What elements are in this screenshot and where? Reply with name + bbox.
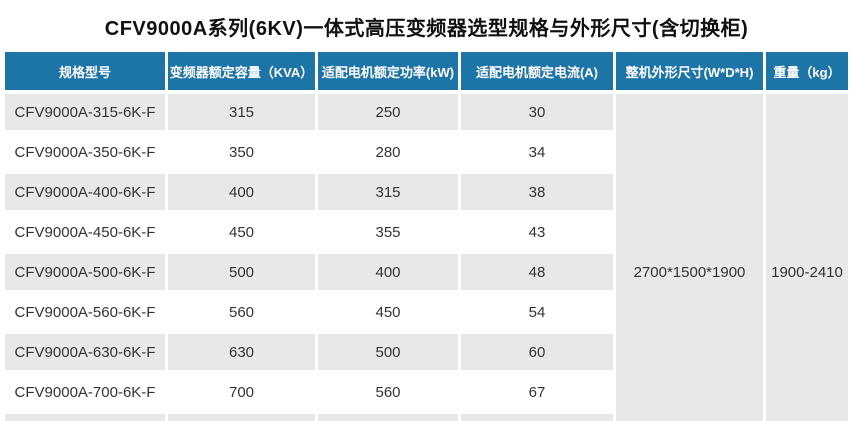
capacity-cell: 700 (228, 383, 255, 401)
capacity-cell: 450 (228, 223, 255, 241)
col-header-power: 适配电机额定功率(kW) (318, 52, 458, 90)
power-cell: 450 (375, 303, 401, 321)
model-cell: CFV9000A-350-6K-F (14, 143, 156, 161)
dimensions-cell: 2700*1500*1900 (616, 94, 763, 421)
current-cell: 34 (528, 143, 546, 161)
spec-table: 规格型号 变频器额定容量（KVA） 适配电机额定功率(kW) 适配电机额定电流(… (2, 48, 851, 421)
model-cell: CFV9000A-560-6K-F (14, 303, 156, 321)
model-cell: CFV9000A-400-6K-F (5, 174, 165, 210)
capacity-cell: 630 (168, 334, 315, 370)
weight-cell: 1900-2410 (766, 94, 848, 421)
page-title: CFV9000A系列(6KV)一体式高压变频器选型规格与外形尺寸(含切换柜) (104, 18, 749, 40)
current-cell: 38 (461, 174, 613, 210)
current-cell: 48 (461, 254, 613, 290)
table-row: CFV9000A-700-6K-F 700 560 67 (5, 374, 848, 410)
power-cell: 500 (318, 334, 458, 370)
capacity-cell: 560 (228, 303, 255, 321)
table-row: CFV9000A-350-6K-F 350 280 34 (5, 134, 848, 170)
current-cell: 43 (528, 223, 546, 241)
table-row: CFV9000A-315-6K-F 315 250 30 2700*1500*1… (5, 94, 848, 421)
cutoff-cell (461, 414, 613, 421)
power-cell: 560 (375, 383, 401, 401)
col-header-capacity: 变频器额定容量（KVA） (168, 52, 315, 90)
cutoff-cell (318, 414, 458, 421)
current-cell: 67 (528, 383, 546, 401)
power-cell: 400 (318, 254, 458, 290)
model-cell: CFV9000A-450-6K-F (14, 223, 156, 241)
table-row: CFV9000A-630-6K-F 630 500 60 (5, 334, 848, 370)
current-cell: 54 (528, 303, 546, 321)
current-cell: 60 (461, 334, 613, 370)
cutoff-cell (168, 414, 315, 421)
power-cell: 280 (375, 143, 401, 161)
table-row: CFV9000A-500-6K-F 500 400 48 (5, 254, 848, 290)
model-cell: CFV9000A-500-6K-F (5, 254, 165, 290)
col-header-weight: 重量（kg） (766, 52, 848, 90)
cutoff-cell (5, 414, 165, 421)
model-cell: CFV9000A-315-6K-F (5, 94, 165, 130)
capacity-cell: 350 (228, 143, 255, 161)
col-header-current: 适配电机额定电流(A) (461, 52, 613, 90)
capacity-cell: 500 (168, 254, 315, 290)
model-cell: CFV9000A-700-6K-F (14, 383, 156, 401)
current-cell: 30 (461, 94, 613, 130)
header-row: 规格型号 变频器额定容量（KVA） 适配电机额定功率(kW) 适配电机额定电流(… (5, 52, 848, 90)
power-cell: 355 (375, 223, 401, 241)
col-header-dimensions: 整机外形尺寸(W*D*H) (616, 52, 763, 90)
power-cell: 250 (318, 94, 458, 130)
power-cell: 315 (318, 174, 458, 210)
table-row: CFV9000A-450-6K-F 450 355 43 (5, 214, 848, 250)
table-row: CFV9000A-400-6K-F 400 315 38 (5, 174, 848, 210)
model-cell: CFV9000A-630-6K-F (5, 334, 165, 370)
col-header-model: 规格型号 (5, 52, 165, 90)
cutoff-row (5, 414, 848, 421)
capacity-cell: 315 (168, 94, 315, 130)
table-row: CFV9000A-560-6K-F 560 450 54 (5, 294, 848, 330)
capacity-cell: 400 (168, 174, 315, 210)
